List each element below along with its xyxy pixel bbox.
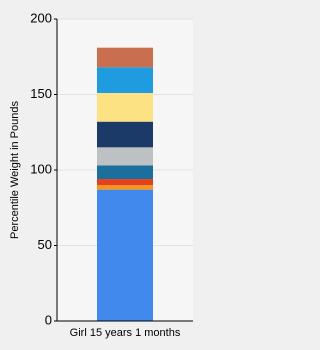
bar-segment bbox=[97, 165, 153, 180]
y-tick-label: 100 bbox=[30, 161, 52, 176]
y-tick-label: 200 bbox=[30, 10, 52, 25]
chart: Percentile Weight in Pounds 0 50 100 150 200… bbox=[9, 10, 193, 339]
bar-segment bbox=[97, 179, 153, 186]
y-tick-label: 0 bbox=[45, 312, 52, 327]
bar-segment bbox=[97, 189, 153, 321]
x-tick-label: Girl 15 years 1 months bbox=[70, 327, 181, 339]
bar-segment bbox=[97, 67, 153, 93]
bar-segment bbox=[97, 47, 153, 68]
bar-segment bbox=[97, 185, 153, 190]
y-tick-label: 150 bbox=[30, 86, 52, 101]
bar-segment bbox=[97, 92, 153, 122]
bar-segment bbox=[97, 121, 153, 148]
y-tick-label: 50 bbox=[38, 237, 52, 252]
bar-segment bbox=[97, 147, 153, 166]
y-axis-label: Percentile Weight in Pounds bbox=[9, 101, 21, 239]
